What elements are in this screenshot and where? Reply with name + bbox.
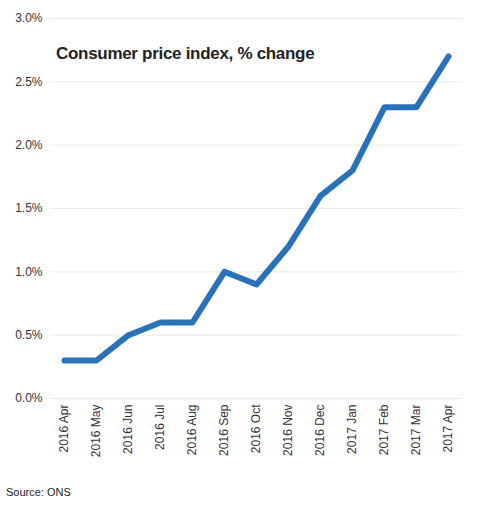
svg-text:2016 Nov: 2016 Nov xyxy=(281,405,295,456)
svg-text:0.5%: 0.5% xyxy=(15,328,43,342)
svg-text:1.5%: 1.5% xyxy=(15,201,43,215)
svg-text:2.5%: 2.5% xyxy=(15,75,43,89)
svg-text:2016 Jul: 2016 Jul xyxy=(153,405,167,450)
html-text:Consumer price index, % change: Consumer price index, % change xyxy=(56,44,315,63)
html-text:Source: ONS: Source: ONS xyxy=(6,486,71,498)
svg-text:2016 Dec: 2016 Dec xyxy=(313,405,327,456)
svg-text:2016 May: 2016 May xyxy=(89,405,103,458)
svg-text:2017 Jan: 2017 Jan xyxy=(345,405,359,454)
svg-text:2017 Apr: 2017 Apr xyxy=(441,405,455,453)
svg-text:2016 Aug: 2016 Aug xyxy=(185,405,199,456)
svg-text:1.0%: 1.0% xyxy=(15,265,43,279)
svg-text:2016 Apr: 2016 Apr xyxy=(57,405,71,453)
svg-text:2016 Oct: 2016 Oct xyxy=(249,404,263,453)
svg-text:2.0%: 2.0% xyxy=(15,138,43,152)
svg-text:0.0%: 0.0% xyxy=(15,391,43,405)
svg-text:3.0%: 3.0% xyxy=(15,11,43,25)
svg-text:2017 Feb: 2017 Feb xyxy=(377,404,391,455)
svg-text:2017 Mar: 2017 Mar xyxy=(409,405,423,456)
svg-text:2016 Jun: 2016 Jun xyxy=(121,405,135,454)
svg-text:2016 Sep: 2016 Sep xyxy=(217,404,231,456)
